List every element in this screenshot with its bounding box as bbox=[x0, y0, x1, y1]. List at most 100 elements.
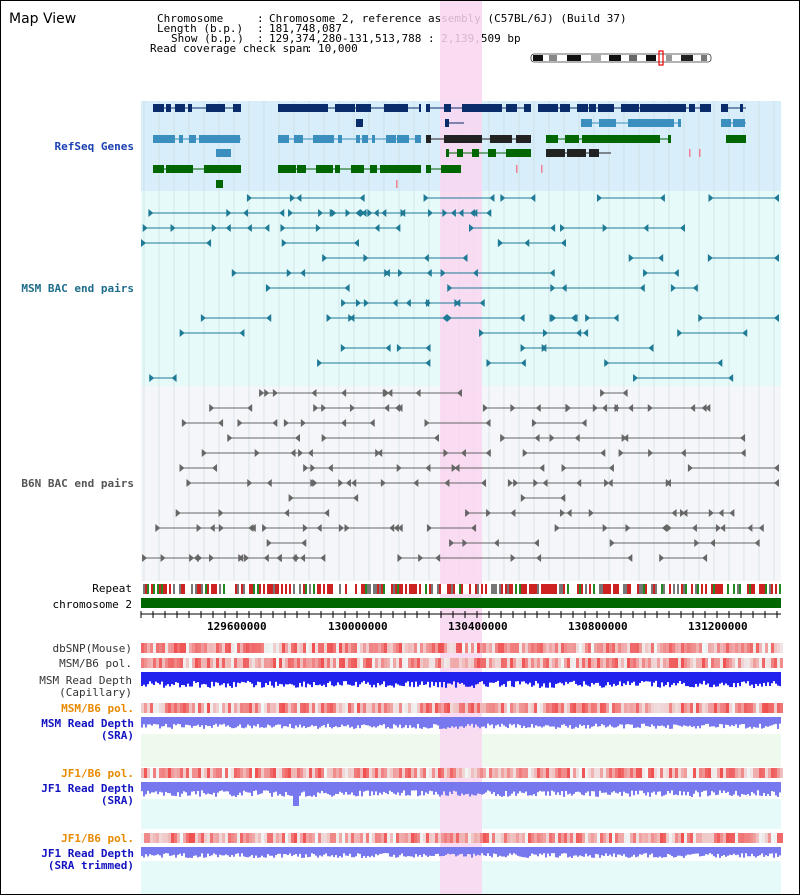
msm-sra-depth-bar bbox=[473, 717, 475, 728]
dbsnp-heat-cell bbox=[174, 643, 177, 653]
jf1-b6-pol-heat-cell bbox=[333, 768, 336, 778]
gene-exon bbox=[546, 135, 558, 143]
msm-bac-pair-end bbox=[279, 209, 285, 217]
b6n-bac-pair-end bbox=[607, 479, 613, 487]
msm-capillary-depth-bar bbox=[407, 672, 409, 682]
jf1-trim-depth-bar bbox=[413, 847, 415, 858]
msm-sra-depth-bar bbox=[461, 717, 463, 727]
msm-b6-pol-heat-cell bbox=[687, 703, 690, 713]
gene-exon bbox=[365, 104, 371, 112]
msm-capillary-depth-bar bbox=[777, 672, 779, 686]
jf1-trim-depth-bar bbox=[305, 847, 307, 855]
msm-capillary-depth-bar bbox=[457, 672, 459, 683]
jf1-sra-depth-bar bbox=[589, 782, 591, 797]
msm-b6-pol-heat-cell bbox=[279, 658, 282, 668]
chromosome-bar bbox=[141, 598, 781, 608]
gene-exon bbox=[441, 165, 461, 173]
msm-b6-pol-heat-cell bbox=[714, 658, 717, 668]
jf1-b6-pol-heat-cell bbox=[423, 833, 426, 843]
msm-b6-pol-heat-cell bbox=[762, 703, 765, 713]
jf1-sra-depth-bar bbox=[351, 782, 353, 793]
dbsnp-heat-cell bbox=[354, 643, 357, 653]
msm-sra-depth-bar bbox=[641, 717, 643, 724]
msm-sra-depth-bar bbox=[353, 717, 355, 729]
msm-capillary-depth-bar bbox=[579, 672, 581, 685]
b6n-bac-pair-end bbox=[247, 404, 253, 412]
msm-b6-pol-heat-cell bbox=[471, 658, 474, 668]
msm-bac-pair-end bbox=[179, 329, 185, 337]
msm-capillary-depth-bar bbox=[775, 672, 777, 684]
jf1-sra-depth-bar bbox=[467, 782, 469, 794]
jf1-sra-depth-bar bbox=[447, 782, 449, 796]
msm-capillary-depth-bar bbox=[231, 672, 233, 688]
jf1-trim-depth-bar bbox=[657, 847, 659, 858]
jf1-trim-depth-bar bbox=[425, 847, 427, 856]
repeat-element bbox=[455, 584, 457, 594]
b6n-bac-pair-end bbox=[485, 419, 491, 427]
repeat-element bbox=[709, 584, 711, 594]
repeat-element bbox=[561, 584, 563, 594]
dbsnp-heat-cell bbox=[183, 643, 186, 653]
msm-b6-pol-heat-cell bbox=[726, 703, 729, 713]
jf1-trim-depth-bar bbox=[167, 847, 169, 854]
jf1-b6-pol-heat-cell bbox=[663, 833, 666, 843]
dbsnp-heat-cell bbox=[732, 643, 735, 653]
msm-sra-depth-bar bbox=[551, 717, 553, 727]
msm-capillary-depth-bar bbox=[153, 672, 155, 686]
msm-capillary-depth-bar bbox=[447, 672, 449, 684]
length-key: Length (b.p.) bbox=[157, 22, 244, 35]
jf1-sra-depth-bar bbox=[491, 782, 493, 794]
msm-b6-pol-heat-cell bbox=[666, 703, 669, 713]
dbsnp-heat-cell bbox=[528, 643, 531, 653]
repeat-element bbox=[177, 584, 179, 594]
jf1-trim-depth-bar bbox=[199, 847, 201, 857]
msm-capillary-depth-bar bbox=[223, 672, 225, 684]
repeat-element bbox=[607, 584, 609, 594]
b6n-bac-pair-end bbox=[600, 389, 606, 397]
repeat-element bbox=[401, 584, 403, 594]
gene-exon bbox=[577, 104, 588, 112]
jf1-b6-pol-heat-cell bbox=[570, 768, 573, 778]
msm-sra-depth-bar bbox=[635, 717, 637, 728]
repeat-element bbox=[333, 584, 335, 594]
repeat-element bbox=[327, 584, 329, 594]
dbsnp-heat-cell bbox=[729, 643, 732, 653]
b6n-bac-pair-end bbox=[554, 524, 560, 532]
repeat-element bbox=[535, 584, 537, 594]
msm-capillary-depth-bar bbox=[351, 672, 353, 686]
gene-exon bbox=[457, 149, 463, 157]
msm-bac-pair-end bbox=[560, 239, 566, 247]
msm-capillary-depth-bar bbox=[631, 672, 633, 683]
jf1-b6-pol-heat-cell bbox=[234, 833, 237, 843]
chromosome-band bbox=[533, 55, 543, 61]
jf1-trim-depth-bar bbox=[245, 847, 247, 858]
track-label-msm-bac[interactable]: MSM BAC end pairs bbox=[21, 282, 134, 295]
jf1-sra-depth-bar bbox=[277, 782, 279, 796]
dbsnp-heat-cell bbox=[645, 643, 648, 653]
msm-b6-pol-heat-cell bbox=[411, 703, 414, 713]
dbsnp-heat-cell bbox=[480, 643, 483, 653]
jf1-sra-depth-bar bbox=[775, 782, 777, 796]
msm-b6-pol-heat-cell bbox=[420, 658, 423, 668]
jf1-sra-depth-bar bbox=[253, 782, 255, 792]
jf1-sra-depth-bar bbox=[417, 782, 419, 797]
track-label-refseq[interactable]: RefSeq Genes bbox=[54, 140, 134, 153]
msm-b6-pol-heat-cell bbox=[354, 703, 357, 713]
msm-bac-pair-end bbox=[707, 254, 713, 262]
jf1-trim-depth-bar bbox=[157, 847, 159, 855]
dbsnp-heat-cell bbox=[429, 643, 432, 653]
dbsnp-heat-cell bbox=[204, 643, 207, 653]
repeat-element bbox=[659, 584, 661, 594]
repeat-element bbox=[773, 584, 775, 594]
msm-sra-depth-bar bbox=[655, 717, 657, 729]
track-label-b6n-bac[interactable]: B6N BAC end pairs bbox=[21, 477, 134, 490]
msm-b6-pol-heat-cell bbox=[450, 658, 453, 668]
jf1-trim-depth-bar bbox=[625, 847, 627, 857]
jf1-sra-depth-bar bbox=[727, 782, 729, 792]
msm-b6-pol-heat-cell bbox=[747, 703, 750, 713]
gene-exon bbox=[327, 135, 334, 143]
msm-capillary-depth-bar bbox=[621, 672, 623, 687]
jf1-b6-pol-heat-cell bbox=[330, 768, 333, 778]
msm-sra-depth-bar bbox=[595, 717, 597, 724]
